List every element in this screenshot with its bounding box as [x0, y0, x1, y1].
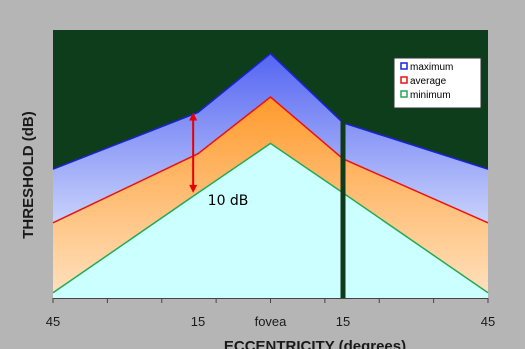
series-line-average	[52, 96, 489, 224]
x-axis: 45 15 fovea 15 45	[46, 298, 495, 329]
legend-swatch-maximum	[400, 62, 408, 70]
legend-box	[393, 57, 482, 109]
annotation-arrowhead-bottom	[189, 184, 198, 193]
x-tick-label: 15	[336, 314, 350, 329]
band-maximum	[53, 53, 488, 223]
legend: maximum average minimum	[393, 57, 482, 109]
series-line-minimum	[52, 142, 489, 294]
annotation-label: 10 dB	[208, 193, 249, 209]
legend-label-average: average	[410, 76, 447, 87]
legend-label-maximum: maximum	[410, 62, 453, 73]
y-axis-title: THRESHOLD (dB)	[20, 111, 37, 239]
area-bands	[53, 53, 488, 298]
annotation-arrowhead-top	[189, 112, 198, 121]
x-tick-label: 15	[191, 314, 205, 329]
annotation: 10 dB	[189, 112, 248, 209]
x-axis-title: ECCENTRICITY (degrees)	[224, 338, 406, 349]
legend-swatch-average	[400, 76, 408, 84]
band-average	[53, 97, 488, 293]
series-lines	[52, 52, 489, 294]
x-tick-label: 45	[46, 314, 60, 329]
x-tick-label: fovea	[255, 314, 288, 329]
series-line-maximum	[52, 52, 489, 170]
x-tick-label: 45	[481, 314, 495, 329]
legend-label-minimum: minimum	[410, 90, 451, 101]
band-minimum	[53, 143, 488, 298]
legend-swatch-minimum	[400, 90, 408, 98]
